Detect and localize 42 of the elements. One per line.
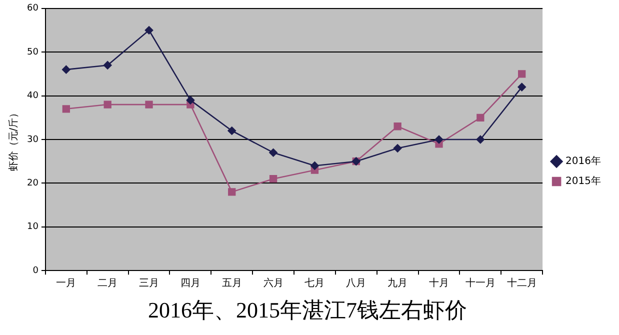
point [228,126,236,135]
point [104,100,112,108]
x-tick-label: 九月 [388,277,408,290]
x-tick-label: 一月 [56,278,76,290]
point [476,135,485,144]
x-tick-label: 四月 [180,278,200,290]
x-tick-label: 八月 [346,278,366,290]
point [62,65,70,74]
point [434,135,444,144]
point [103,61,112,70]
x-tick-label: 十一月 [465,277,496,290]
x-tick-label: 六月 [263,277,284,290]
y-tick-label: 60 [27,4,39,14]
y-tick-label: 40 [27,91,39,102]
point [476,114,484,122]
legend-label: 2016年 [566,155,602,168]
x-tick-label: 七月 [304,277,325,290]
point [186,96,195,104]
x-tick-label: 十二月 [506,277,537,290]
text: 2016年、2015年湛江7钱左右虾价 [148,298,467,323]
point [62,105,70,113]
y-tick-label: 50 [27,47,39,58]
point [518,70,526,78]
x-tick-label: 五月 [222,278,242,290]
point [518,82,526,92]
y-tick-label: 20 [27,178,39,189]
point [310,162,319,170]
point [269,148,278,157]
point [393,144,402,152]
y-axis-title: 虾价（元/斤） [8,108,20,172]
point [144,26,154,34]
x-tick-label: 三月 [139,278,160,290]
point [394,122,402,130]
y-tick-label: 10 [27,222,39,232]
x-tick-label: 二月 [98,278,118,290]
y-tick-label: 0 [32,266,39,276]
point [145,100,153,108]
point [269,175,278,183]
point [228,188,236,196]
y-tick-label: 30 [27,134,39,145]
x-tick-label: 十月 [428,277,449,290]
legend-label: 2015年 [566,175,602,188]
